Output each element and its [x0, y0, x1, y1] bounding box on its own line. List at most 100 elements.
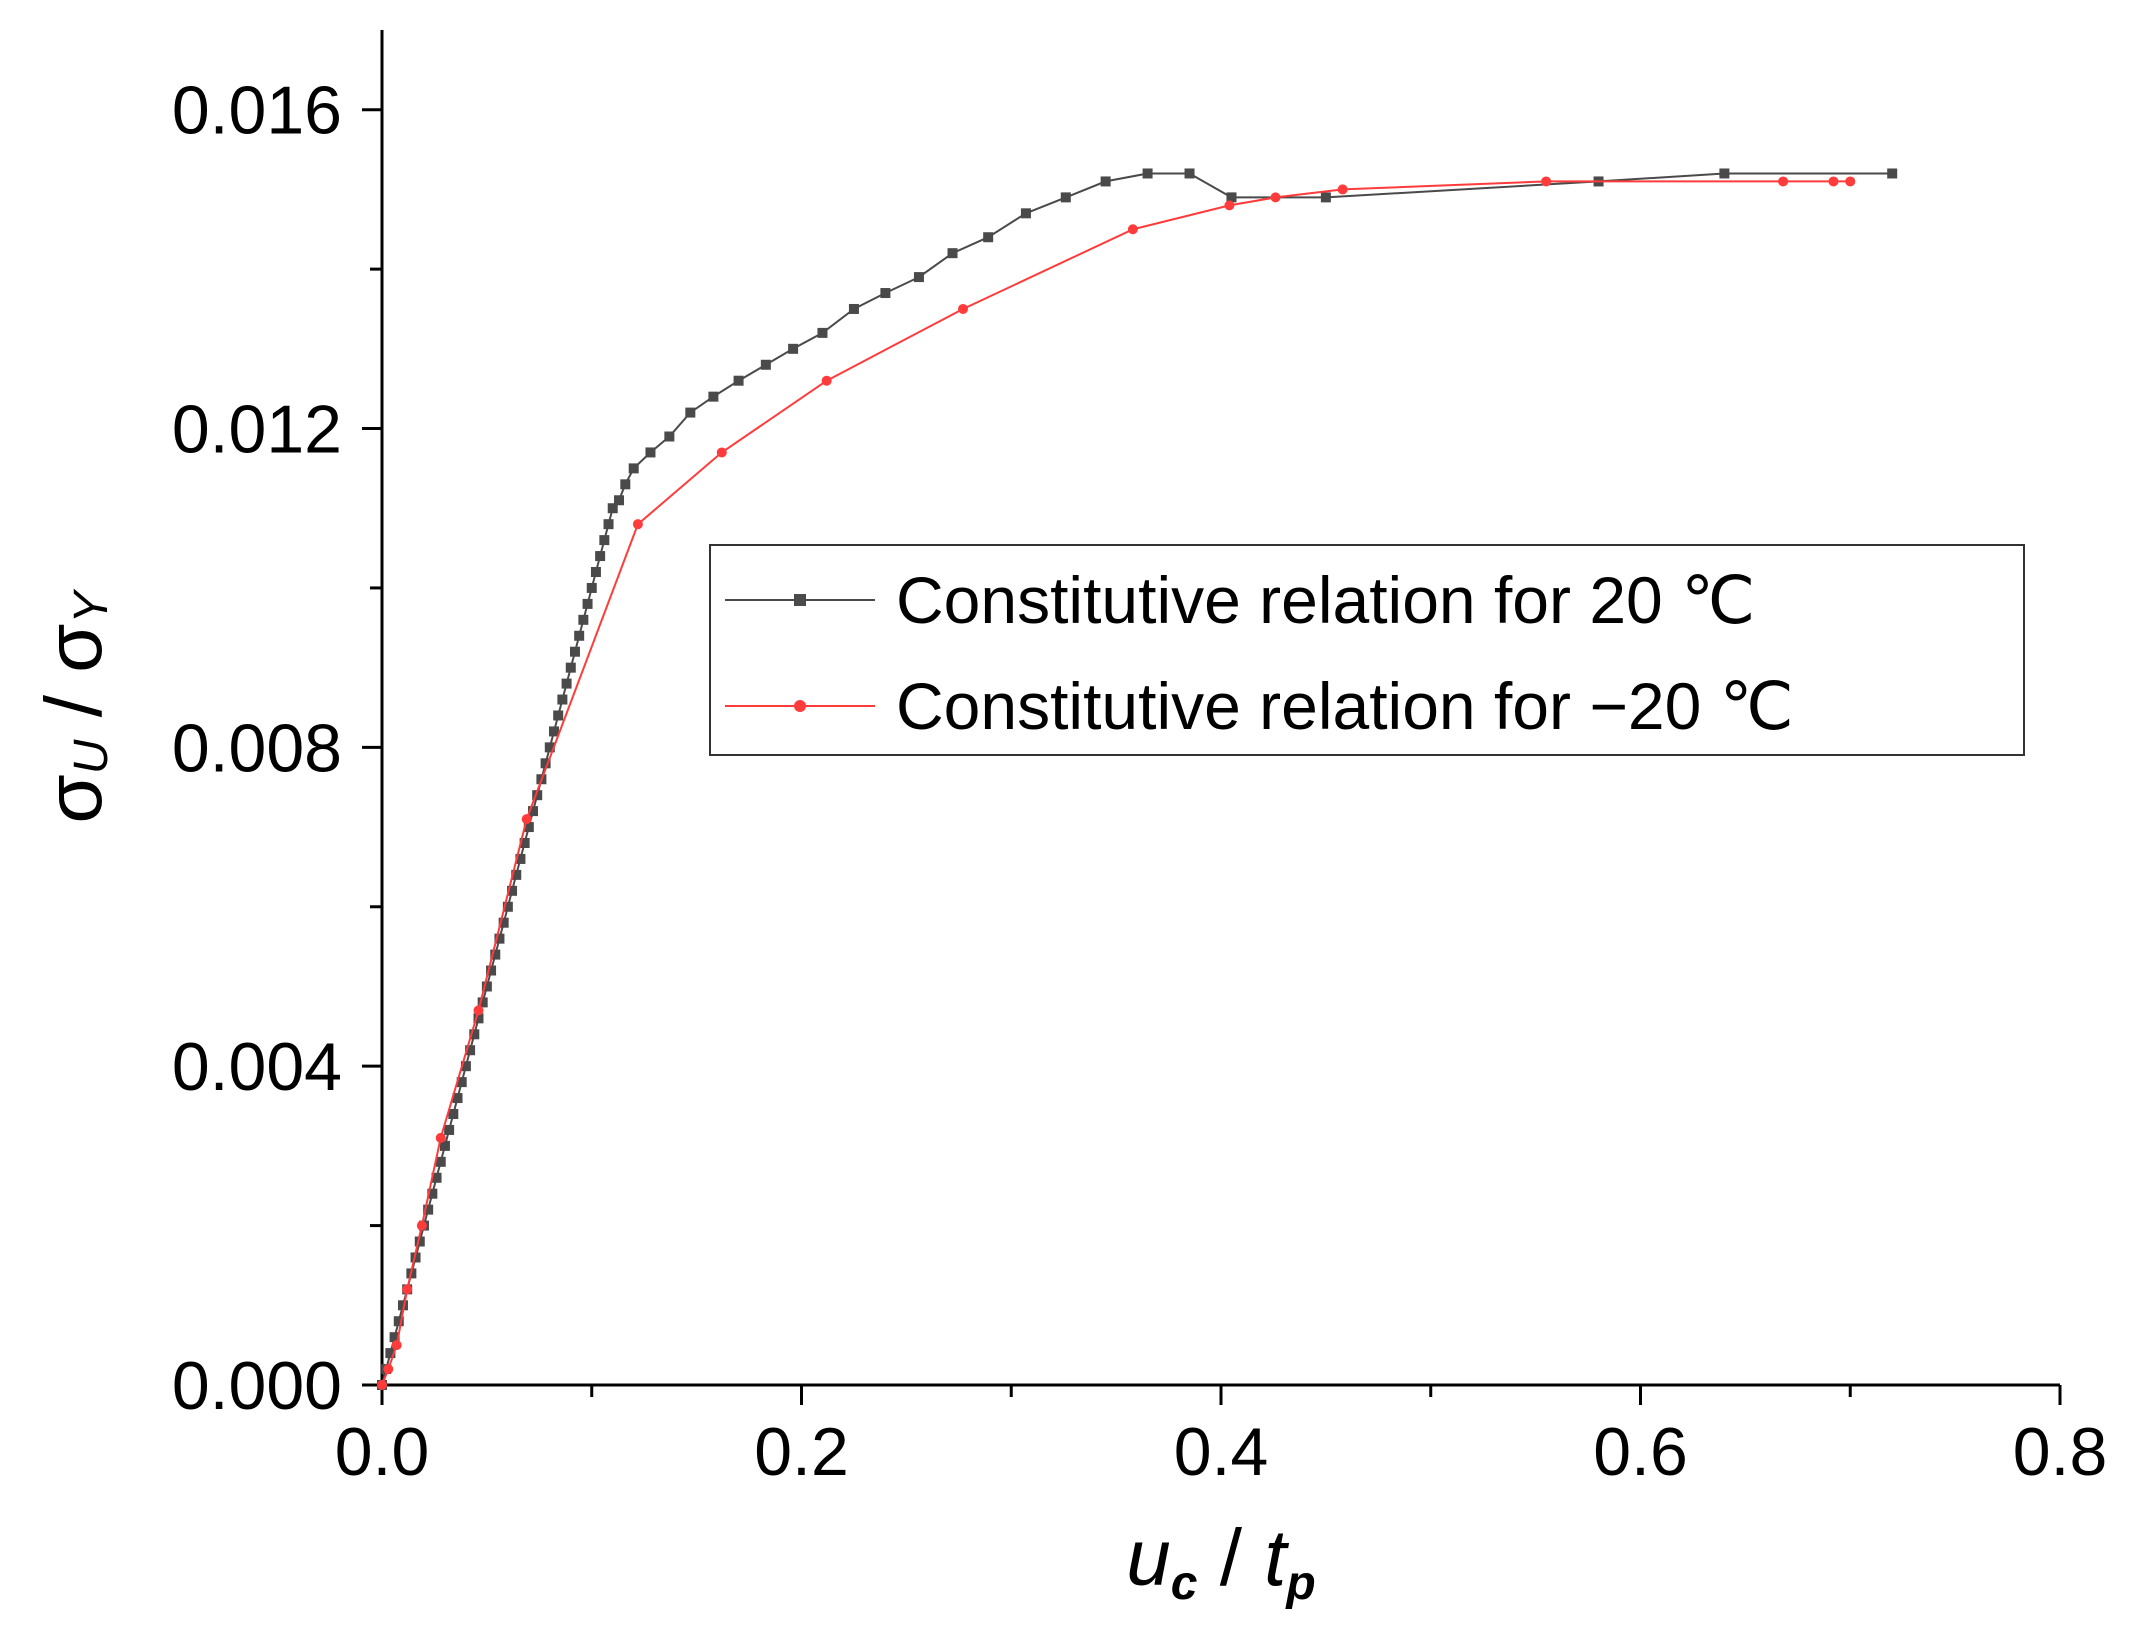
series-1-point-19 [1845, 176, 1856, 187]
series-0-point-4 [393, 1316, 404, 1327]
series-0-point-80 [1719, 168, 1730, 179]
series-0-point-66 [817, 327, 828, 338]
legend-box [709, 544, 2025, 756]
series-0-point-37 [532, 790, 543, 801]
series-1-point-2 [391, 1340, 402, 1351]
series-0-point-50 [586, 582, 597, 593]
series-layer [377, 168, 1898, 1390]
series-1-point-12 [1127, 224, 1138, 235]
series-1-point-9 [716, 447, 727, 458]
y-axis-title-var-sub: U [65, 739, 118, 774]
x-tick-label-4: 0.8 [2013, 1414, 2108, 1490]
series-0-point-39 [540, 758, 551, 769]
series-0-point-29 [498, 917, 509, 928]
series-0-point-32 [511, 869, 522, 880]
y-tick-label-4: 0.016 [172, 73, 342, 149]
x-axis: 0.0 0.2 0.4 0.6 0.8 [335, 1383, 2108, 1490]
series-0-point-34 [519, 838, 530, 848]
series-1-point-17 [1778, 176, 1789, 187]
y-tick-label-1: 0.004 [172, 1029, 342, 1105]
series-0-point-11 [423, 1204, 434, 1215]
series-1-point-18 [1828, 176, 1839, 187]
x-axis-title: uc / tp [1126, 1513, 1315, 1610]
series-0-point-72 [1020, 208, 1031, 219]
series-0-point-27 [490, 949, 501, 960]
x-tick-label-3: 0.6 [1593, 1414, 1688, 1490]
legend-entry-20c: Constitutive relation for 20 ℃ [725, 563, 1755, 637]
series-1-point-14 [1270, 192, 1281, 203]
series-0-point-77 [1226, 192, 1237, 203]
x-tick-label-1: 0.2 [754, 1414, 849, 1490]
series-0-point-68 [880, 288, 891, 299]
y-tick-label-3: 0.012 [172, 392, 342, 468]
series-0-point-3 [389, 1332, 400, 1343]
series-0-point-45 [565, 662, 576, 673]
series-0-point-35 [523, 822, 534, 833]
series-0-point-9 [414, 1236, 425, 1247]
series-0-point-57 [620, 479, 631, 490]
series-0-point-12 [427, 1188, 438, 1199]
series-0-point-63 [733, 375, 744, 386]
series-0-point-70 [947, 248, 958, 259]
y-axis: 0.000 0.004 0.008 0.012 0.016 [172, 30, 384, 1424]
series-0-point-44 [561, 678, 572, 689]
series-0-point-43 [557, 694, 568, 705]
series-0-point-51 [590, 567, 601, 577]
series-0-point-31 [507, 885, 518, 896]
series-0-point-59 [645, 447, 656, 458]
series-0-point-74 [1100, 176, 1111, 187]
series-0-point-20 [460, 1061, 471, 1072]
series-0-point-13 [431, 1172, 442, 1183]
series-0-point-17 [448, 1109, 459, 1119]
series-0-point-16 [444, 1124, 455, 1135]
series-0-point-36 [528, 806, 539, 817]
series-0-point-55 [607, 503, 618, 514]
series-0-point-78 [1320, 192, 1331, 203]
series-1-point-0 [377, 1380, 387, 1390]
series-0 [377, 168, 1898, 1390]
series-0-point-58 [628, 463, 639, 474]
series-0-line [381, 172, 1893, 1386]
x-axis-title-var-sub: c [1171, 1557, 1198, 1610]
series-0-point-67 [848, 303, 859, 314]
series-0-point-53 [599, 535, 610, 546]
series-0-point-65 [788, 343, 799, 354]
y-tick-label-2: 0.008 [172, 710, 342, 786]
series-0-point-30 [502, 901, 513, 912]
series-0-point-25 [481, 981, 492, 992]
series-0-point-61 [685, 407, 696, 418]
x-axis-title-den-sub: p [1284, 1557, 1315, 1610]
series-1-point-16 [1541, 176, 1552, 187]
series-0-point-41 [548, 726, 559, 737]
series-0-point-2 [385, 1348, 396, 1359]
series-1-point-1 [383, 1364, 394, 1375]
series-1-point-3 [402, 1284, 413, 1295]
x-axis-title-var: u [1126, 1513, 1171, 1602]
series-0-point-14 [435, 1156, 446, 1167]
series-0-point-24 [477, 997, 488, 1008]
series-0-point-81 [1887, 168, 1898, 179]
series-0-point-64 [760, 359, 771, 370]
series-1-point-6 [473, 1005, 484, 1016]
series-0-point-62 [708, 391, 719, 402]
series-1 [377, 176, 1856, 1390]
series-1-point-11 [958, 303, 969, 314]
series-0-point-60 [664, 431, 675, 442]
series-0-point-26 [486, 965, 497, 976]
series-0-point-18 [452, 1093, 463, 1104]
series-1-point-15 [1337, 184, 1348, 195]
series-0-point-23 [473, 1013, 484, 1024]
y-axis-title: σU / σY [29, 588, 118, 823]
y-axis-title-den: σ [29, 623, 118, 672]
series-0-point-49 [582, 598, 593, 609]
legend-marker-minus20c [794, 700, 806, 712]
x-axis-title-den: t [1264, 1513, 1289, 1602]
series-0-point-75 [1142, 168, 1153, 179]
series-0-point-15 [439, 1140, 450, 1151]
series-0-point-47 [574, 630, 585, 641]
series-1-point-13 [1224, 200, 1235, 211]
series-1-point-5 [435, 1132, 446, 1143]
series-0-point-40 [544, 742, 555, 753]
series-0-point-71 [983, 232, 994, 243]
